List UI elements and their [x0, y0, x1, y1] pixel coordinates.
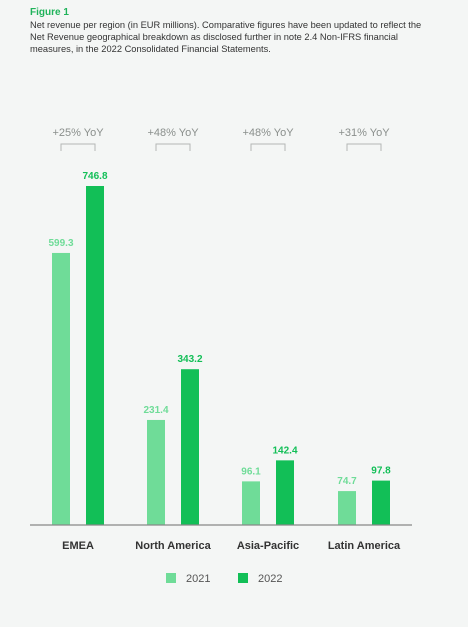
bar-latin-america-2022: [372, 480, 390, 525]
value-label-latin-america-2022: 97.8: [371, 466, 391, 477]
category-label-latin-america: Latin America: [328, 540, 401, 552]
value-label-emea-2021: 599.3: [48, 238, 73, 249]
bar-north-america-2021: [147, 419, 165, 525]
bar-asia-pacific-2021: [242, 481, 260, 525]
figure-caption: Net revenue per region (in EUR millions)…: [30, 20, 422, 54]
bar-latin-america-2021: [338, 491, 356, 525]
figure-label: Figure 1: [30, 7, 69, 18]
yoy-bracket-asia-pacific: [250, 143, 286, 151]
bar-emea-2021: [52, 252, 70, 525]
legend-swatch-2022: [238, 573, 248, 583]
bar-asia-pacific-2022: [276, 460, 294, 525]
yoy-bracket-emea: [60, 143, 96, 151]
category-label-asia-pacific: Asia-Pacific: [237, 540, 299, 552]
yoy-bracket-latin-america: [346, 143, 382, 151]
bar-emea-2022: [86, 186, 104, 525]
legend-swatch-2021: [166, 573, 176, 583]
value-label-north-america-2021: 231.4: [143, 405, 168, 416]
value-label-north-america-2022: 343.2: [177, 354, 202, 365]
bar-north-america-2022: [181, 369, 199, 525]
legend-label-2021: 2021: [186, 573, 210, 585]
yoy-annotation-north-america: +48% YoY: [147, 127, 199, 139]
value-label-emea-2022: 746.8: [82, 171, 107, 182]
yoy-bracket-north-america: [155, 143, 191, 151]
category-label-emea: EMEA: [62, 540, 94, 552]
legend-label-2022: 2022: [258, 573, 282, 585]
yoy-annotation-latin-america: +31% YoY: [338, 127, 390, 139]
value-label-asia-pacific-2022: 142.4: [272, 445, 297, 456]
value-label-asia-pacific-2021: 96.1: [241, 466, 261, 477]
yoy-annotation-asia-pacific: +48% YoY: [242, 127, 294, 139]
category-label-north-america: North America: [135, 540, 211, 552]
value-label-latin-america-2021: 74.7: [337, 476, 357, 487]
yoy-annotation-emea: +25% YoY: [52, 127, 104, 139]
